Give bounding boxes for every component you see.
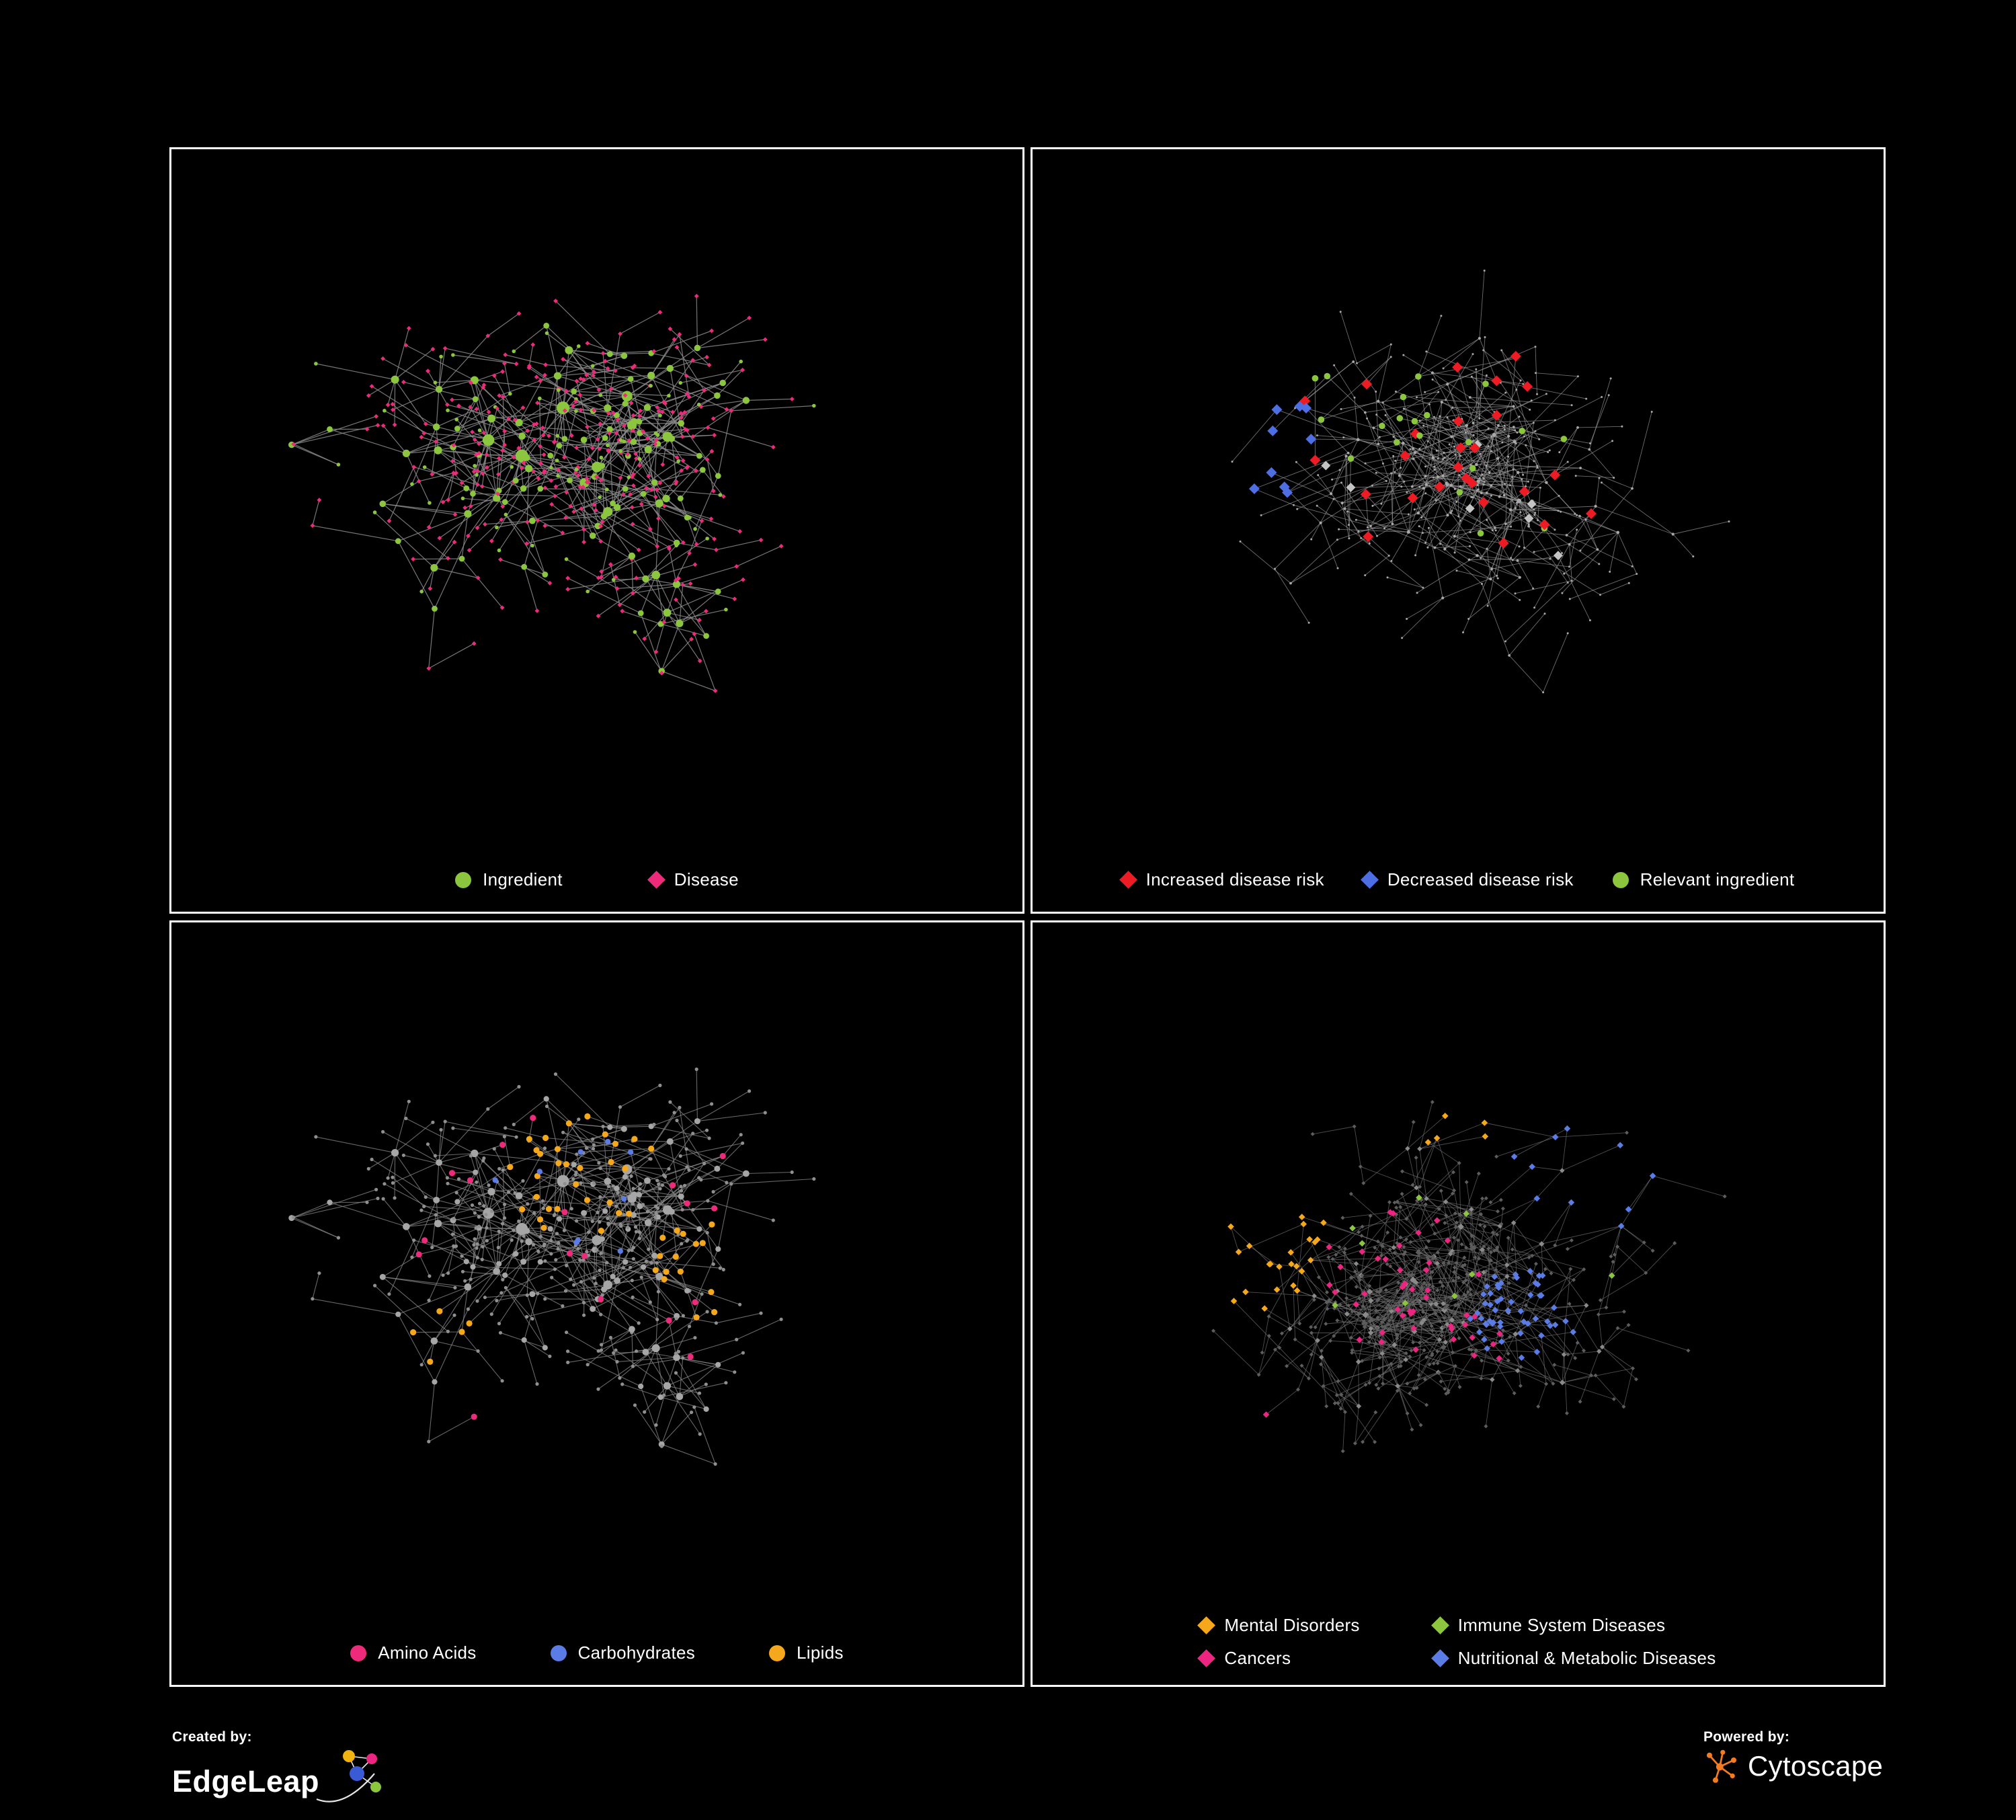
- legend-item-mental-disorders: Mental Disorders: [1197, 1615, 1360, 1636]
- lipids-marker-icon: [769, 1645, 786, 1661]
- nutritional-metabolic-diseases-marker-icon: [1430, 1649, 1449, 1667]
- legend-label-disease: Disease: [674, 869, 739, 889]
- legend-label-immune-system-diseases: Immune System Diseases: [1457, 1615, 1666, 1635]
- relevant-ingredient-marker-icon: [1612, 871, 1629, 888]
- panel-disease-risk: Increased disease risk Decreased disease…: [1031, 147, 1886, 914]
- legend-label-lipids: Lipids: [797, 1643, 844, 1663]
- mental-disorders-marker-icon: [1197, 1616, 1216, 1634]
- legend-item-nutritional-metabolic-diseases: Nutritional & Metabolic Diseases: [1430, 1648, 1716, 1669]
- ingredient-marker-icon: [455, 871, 472, 888]
- edgeleap-logo-icon: [316, 1750, 382, 1803]
- increased-risk-marker-icon: [1119, 871, 1137, 889]
- cytoscape-wordmark: Cytoscape: [1748, 1750, 1884, 1782]
- legend-item-relevant-ingredient: Relevant ingredient: [1612, 869, 1795, 890]
- cancers-marker-icon: [1197, 1649, 1216, 1667]
- cytoscape-brand: Cytoscape: [1703, 1748, 1883, 1784]
- legend-item-lipids: Lipids: [769, 1643, 844, 1663]
- immune-system-diseases-marker-icon: [1430, 1616, 1449, 1634]
- legend-label-ingredient: Ingredient: [483, 869, 563, 889]
- legend-disease-category: Mental Disorders Immune System Diseases …: [1033, 1615, 1884, 1669]
- legend-item-immune-system-diseases: Immune System Diseases: [1430, 1615, 1716, 1636]
- legend-item-ingredient: Ingredient: [455, 869, 563, 890]
- edgeleap-brand: EdgeLeap: [172, 1745, 396, 1803]
- disease-marker-icon: [647, 871, 666, 889]
- legend-item-carbohydrates: Carbohydrates: [550, 1643, 696, 1663]
- legend-item-disease: Disease: [647, 869, 739, 890]
- panel-ingredient-disease: Ingredient Disease: [169, 147, 1024, 914]
- created-by-label: Created by:: [172, 1729, 252, 1745]
- legend-label-nutritional-metabolic-diseases: Nutritional & Metabolic Diseases: [1457, 1648, 1716, 1668]
- legend-label-cancers: Cancers: [1224, 1648, 1291, 1668]
- legend-item-amino-acids: Amino Acids: [350, 1643, 476, 1663]
- legend-item-cancers: Cancers: [1197, 1648, 1359, 1669]
- legend-item-increased-risk: Increased disease risk: [1119, 869, 1324, 890]
- decreased-risk-marker-icon: [1360, 871, 1379, 889]
- legend-disease-risk: Increased disease risk Decreased disease…: [1033, 869, 1884, 890]
- legend-item-decreased-risk: Decreased disease risk: [1360, 869, 1574, 890]
- panel-nutrient-class: Amino Acids Carbohydrates Lipids: [169, 920, 1024, 1687]
- legend-label-amino-acids: Amino Acids: [378, 1643, 477, 1663]
- nutrient-class-network-graph: [288, 1067, 816, 1466]
- legend-nutrient-class: Amino Acids Carbohydrates Lipids: [171, 1643, 1022, 1663]
- legend-label-relevant-ingredient: Relevant ingredient: [1640, 869, 1795, 889]
- legend-label-decreased-risk: Decreased disease risk: [1387, 869, 1574, 889]
- edgeleap-wordmark: EdgeLeap: [172, 1764, 320, 1798]
- carbohydrates-marker-icon: [550, 1645, 567, 1661]
- disease-risk-network-graph: [1231, 270, 1730, 694]
- disease-category-network-graph: [1211, 1100, 1727, 1454]
- cytoscape-logo-icon: [1706, 1749, 1737, 1783]
- cytoscape-credit: Powered by: Cytosc: [1703, 1729, 1883, 1784]
- amino-acids-marker-icon: [350, 1645, 367, 1661]
- panel-disease-category: Mental Disorders Immune System Diseases …: [1031, 920, 1886, 1687]
- edgeleap-credit: Created by: EdgeLeap: [172, 1729, 396, 1803]
- powered-by-label: Powered by:: [1703, 1729, 1790, 1745]
- ingredient-disease-network-graph: [288, 294, 816, 693]
- legend-ingredient-disease: Ingredient Disease: [171, 869, 1022, 890]
- legend-label-mental-disorders: Mental Disorders: [1224, 1615, 1360, 1635]
- legend-label-increased-risk: Increased disease risk: [1145, 869, 1324, 889]
- legend-label-carbohydrates: Carbohydrates: [577, 1643, 696, 1663]
